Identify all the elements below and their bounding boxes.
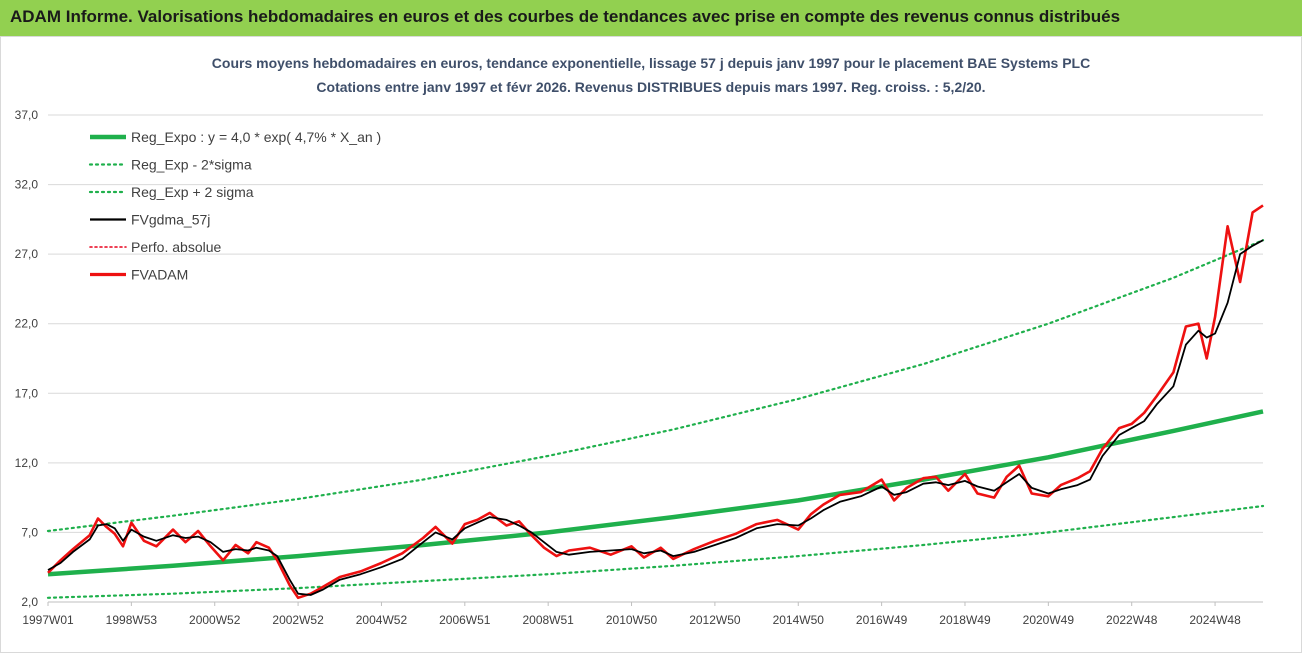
y-tick-label: 27,0 <box>15 247 39 261</box>
series-line-3 <box>47 239 1264 596</box>
y-tick-label: 37,0 <box>15 108 39 122</box>
y-tick-label: 22,0 <box>15 317 39 331</box>
series-line-5 <box>47 204 1264 600</box>
report-header: ADAM Informe. Valorisations hebdomadaire… <box>0 0 1302 36</box>
x-tick-label: 2016W49 <box>856 613 908 627</box>
y-tick-label: 2,0 <box>21 595 38 609</box>
y-tick-label: 32,0 <box>15 178 39 192</box>
x-tick-label: 2018W49 <box>939 613 991 627</box>
legend-label: Reg_Exp + 2 sigma <box>131 184 254 200</box>
x-tick-label: 2020W49 <box>1023 613 1075 627</box>
legend-label: FVADAM <box>131 267 188 283</box>
x-tick-label: 2002W52 <box>272 613 324 627</box>
series-line-1 <box>46 504 1265 599</box>
chart-frame <box>0 36 1302 653</box>
series-line-2 <box>46 239 1265 533</box>
x-tick-label: 1997W01 <box>22 613 74 627</box>
x-tick-label: 2022W48 <box>1106 613 1158 627</box>
legend-label: Reg_Exp - 2*sigma <box>131 157 252 173</box>
x-tick-label: 2004W52 <box>356 613 408 627</box>
x-tick-label: 2014W50 <box>773 613 825 627</box>
x-tick-label: 2008W51 <box>522 613 574 627</box>
y-tick-label: 7,0 <box>21 525 38 539</box>
legend-label: Reg_Expo : y = 4,0 * exp( 4,7% * X_an ) <box>131 129 381 145</box>
x-tick-label: 2000W52 <box>189 613 241 627</box>
x-tick-label: 2010W50 <box>606 613 658 627</box>
x-tick-label: 2006W51 <box>439 613 491 627</box>
chart-subtitle: Cotations entre janv 1997 et févr 2026. … <box>316 79 986 95</box>
x-tick-label: 1998W53 <box>106 613 158 627</box>
x-tick-label: 2024W48 <box>1189 613 1241 627</box>
y-tick-label: 12,0 <box>15 456 39 470</box>
series-line-0 <box>47 409 1264 577</box>
y-tick-label: 17,0 <box>15 386 39 400</box>
legend-label: FVgdma_57j <box>131 212 210 228</box>
x-tick-label: 2012W50 <box>689 613 741 627</box>
report-title: ADAM Informe. Valorisations hebdomadaire… <box>10 7 1121 26</box>
legend-label: Perfo. absolue <box>131 239 221 255</box>
chart-title: Cours moyens hebdomadaires en euros, ten… <box>211 55 1091 71</box>
